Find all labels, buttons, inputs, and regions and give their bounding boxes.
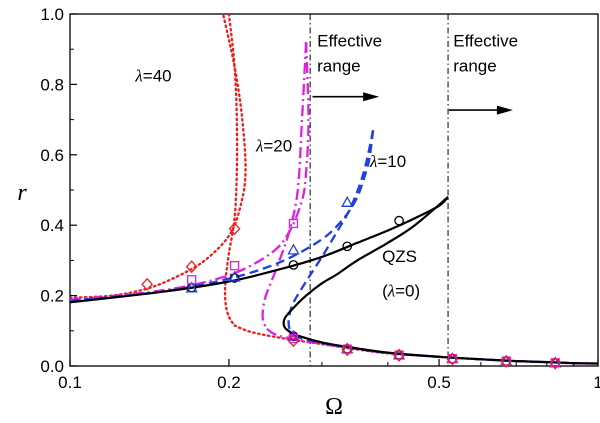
data-point-square xyxy=(288,218,299,229)
data-point-diamond xyxy=(500,354,513,368)
data-point-circle xyxy=(288,260,299,270)
series-line-10-middle xyxy=(287,129,375,337)
x-tick-label: 0.2 xyxy=(217,373,241,392)
series-line-qzs-0-middle xyxy=(282,196,449,336)
y-tick-label: 1.0 xyxy=(40,5,64,24)
series-line-20-middle xyxy=(261,42,308,330)
series-line-40-upper xyxy=(70,14,247,299)
effective-range-arrow-head xyxy=(363,92,380,102)
data-point-diamond xyxy=(287,334,300,348)
series-line-20-upper xyxy=(70,42,310,301)
annotation-layer: Effective range Effective range λ=40 λ=20 λ=10… xyxy=(134,31,518,300)
y-tick-label: 0.8 xyxy=(40,75,64,94)
y-axis-title: r xyxy=(17,180,27,206)
series-layer xyxy=(70,14,598,365)
effective-range-label: Effective xyxy=(453,31,518,50)
marker-layer xyxy=(141,195,562,370)
curve-label: λ=20 xyxy=(255,136,292,155)
data-point-diamond xyxy=(185,260,198,274)
data-point-triangle xyxy=(228,270,241,282)
data-point-triangle xyxy=(287,243,300,255)
effective-range-label: range xyxy=(453,56,496,75)
vline-layer xyxy=(309,14,449,366)
data-point-diamond xyxy=(228,222,241,236)
series-line-qzs-0-lower xyxy=(293,333,598,365)
y-tick-label: 0.4 xyxy=(40,216,64,235)
x-axis-title: Ω xyxy=(325,394,343,420)
data-point-circle xyxy=(394,215,404,226)
data-point-circle xyxy=(229,273,240,283)
curve-label: λ=10 xyxy=(369,152,406,171)
data-point-diamond xyxy=(393,348,405,362)
data-point-square xyxy=(187,275,197,285)
x-tick-label: 0.5 xyxy=(427,373,451,392)
y-tick-label: 0.2 xyxy=(40,287,64,306)
effective-range-label: Effective xyxy=(317,31,382,50)
curve-label: QZS xyxy=(382,247,417,266)
x-tick-label: 0.1 xyxy=(58,373,82,392)
y-tick-label: 0.0 xyxy=(40,357,64,376)
data-point-diamond xyxy=(141,277,154,291)
data-point-triangle xyxy=(287,329,300,341)
data-point-circle xyxy=(342,241,353,252)
curve-label: λ=40 xyxy=(134,67,171,86)
data-point-diamond xyxy=(549,356,562,370)
series-line-10-upper xyxy=(70,130,375,303)
data-point-diamond xyxy=(446,352,459,366)
data-point-triangle xyxy=(341,195,354,207)
x-tick-label: 1 xyxy=(593,373,600,392)
data-point-square xyxy=(229,261,240,271)
effective-range-label: range xyxy=(317,56,360,75)
series-line-qzs-0-upper xyxy=(70,196,449,304)
axis-layer: 0.1 0.2 0.5 1 0.0 0.2 0.4 0.6 0.8 1.0 xyxy=(40,5,600,392)
data-point-triangle xyxy=(185,281,198,293)
y-tick-label: 0.6 xyxy=(40,146,64,165)
data-point-diamond xyxy=(341,343,354,357)
curve-label: (λ=0) xyxy=(382,281,420,300)
series-line-20-lower xyxy=(266,327,598,365)
series-line-40-middle xyxy=(223,14,239,327)
effective-range-arrow-head xyxy=(496,105,513,115)
